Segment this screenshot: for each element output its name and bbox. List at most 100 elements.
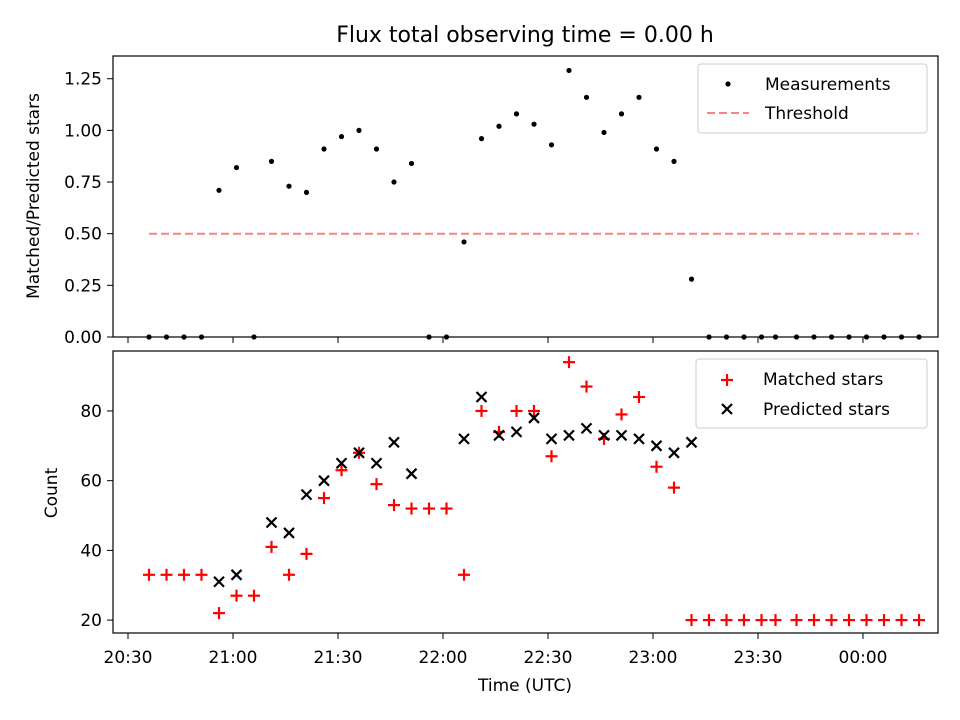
- top-y-ticks: 0.00 0.25 0.50 0.75 1.00 1.25: [64, 70, 113, 348]
- matched-star-point: [440, 502, 453, 515]
- matched-star-point: [230, 589, 243, 602]
- top-y-tick-label: 0.75: [64, 173, 102, 193]
- measurement-point: [373, 146, 380, 152]
- predicted-star-point: [458, 433, 470, 445]
- measurement-point: [461, 239, 467, 245]
- top-plot-area: [146, 67, 922, 340]
- matched-star-point: [769, 614, 782, 627]
- measurement-point: [688, 276, 695, 282]
- predicted-star-point: [353, 447, 365, 459]
- matched-star-point: [405, 502, 418, 515]
- measurement-point: [566, 67, 572, 74]
- measurement-point: [601, 129, 607, 136]
- matched-star-point: [790, 614, 803, 627]
- predicted-star-point: [283, 527, 295, 539]
- measurement-point: [338, 133, 345, 140]
- matched-star-point: [860, 614, 873, 627]
- bottom-axes-frame: [112, 350, 939, 634]
- matched-star-point: [738, 614, 750, 627]
- bottom-x-tick-label: 21:30: [314, 648, 363, 668]
- matched-star-point: [370, 478, 383, 491]
- predicted-star-point: [528, 412, 540, 424]
- measurement-point: [653, 146, 660, 152]
- matched-star-point: [633, 391, 645, 404]
- matched-star-point: [703, 614, 715, 627]
- top-x-ticks: [127, 337, 864, 343]
- bottom-y-tick-label: 40: [80, 541, 102, 561]
- matched-star-point: [458, 568, 470, 581]
- matched-star-point: [475, 404, 488, 417]
- matched-star-point: [878, 614, 890, 627]
- measurement-point: [513, 111, 520, 117]
- measurement-point: [636, 94, 642, 100]
- predicted-star-point: [265, 516, 278, 529]
- matched-star-point: [388, 499, 400, 512]
- top-y-tick-label: 0.25: [64, 276, 102, 296]
- threshold-legend-label: Threshold: [764, 104, 849, 124]
- bottom-x-tick-label: 22:30: [524, 648, 573, 668]
- matched-star-point: [545, 450, 558, 463]
- matched-star-point: [423, 502, 435, 515]
- bottom-x-tick-label: 00:00: [839, 648, 888, 668]
- bottom-legend-box: [695, 358, 928, 429]
- matched-star-point: [510, 404, 523, 417]
- matched-star-point: [843, 614, 855, 627]
- matched-stars-legend-marker: [721, 374, 733, 386]
- matched-star-point: [528, 404, 540, 417]
- bottom-y-tick-label: 20: [80, 611, 102, 631]
- bottom-legend: Matched stars Predicted stars: [695, 358, 928, 429]
- predicted-star-point: [405, 467, 418, 480]
- matched-star-point: [283, 568, 295, 581]
- matched-star-point: [160, 568, 173, 581]
- measurement-point: [268, 158, 275, 164]
- predicted-stars-legend-marker: [721, 403, 733, 415]
- predicted-star-point: [615, 429, 628, 442]
- matched-star-point: [143, 568, 155, 581]
- matched-star-point: [755, 614, 768, 627]
- predicted-star-point: [650, 440, 663, 452]
- measurement-point: [303, 189, 310, 195]
- measurement-point: [286, 183, 292, 189]
- measurement-point: [531, 121, 537, 127]
- bottom-y-axis-label: Count: [42, 467, 62, 518]
- matched-star-point: [563, 356, 575, 369]
- matched-star-point: [213, 607, 225, 620]
- predicted-star-point: [685, 436, 698, 449]
- measurement-point: [356, 127, 362, 133]
- predicted-star-point: [563, 429, 575, 442]
- matched-star-point: [650, 460, 663, 473]
- chart-title: Flux total observing time = 0.00 h: [336, 23, 714, 48]
- top-legend: Measurements Threshold: [697, 63, 928, 134]
- predicted-star-point: [668, 447, 680, 459]
- bottom-x-tick-label: 23:00: [629, 648, 678, 668]
- top-y-tick-label: 1.00: [64, 121, 102, 141]
- predicted-star-point: [510, 426, 523, 438]
- predicted-stars-legend-label: Predicted stars: [763, 400, 890, 420]
- bottom-x-tick-label: 20:30: [104, 648, 153, 668]
- matched-star-point: [913, 614, 925, 627]
- matched-star-point: [335, 464, 348, 477]
- predicted-star-point: [318, 474, 330, 487]
- matched-star-point: [808, 614, 820, 627]
- measurement-point: [618, 111, 625, 117]
- top-legend-box: [697, 63, 928, 134]
- measurements-legend-marker: [725, 81, 731, 87]
- top-panel: 0.00 0.25 0.50 0.75 1.00 1.25 Matched/Predict…: [24, 55, 939, 348]
- bottom-y-ticks: 20 40 60 80: [80, 402, 113, 631]
- matched-star-point: [265, 540, 278, 553]
- predicted-star-point: [213, 575, 225, 588]
- matched-star-point: [668, 481, 680, 494]
- predicted-star-point: [370, 457, 383, 470]
- matched-star-point: [895, 614, 908, 627]
- predicted-star-point: [475, 391, 488, 403]
- measurement-point: [408, 160, 415, 167]
- top-y-tick-label: 0.50: [64, 225, 102, 245]
- predicted-star-point: [230, 569, 243, 581]
- measurement-point: [478, 136, 485, 142]
- matched-star-point: [178, 568, 190, 581]
- measurement-point: [216, 187, 222, 193]
- measurement-point: [583, 94, 590, 100]
- predicted-star-point: [580, 422, 593, 435]
